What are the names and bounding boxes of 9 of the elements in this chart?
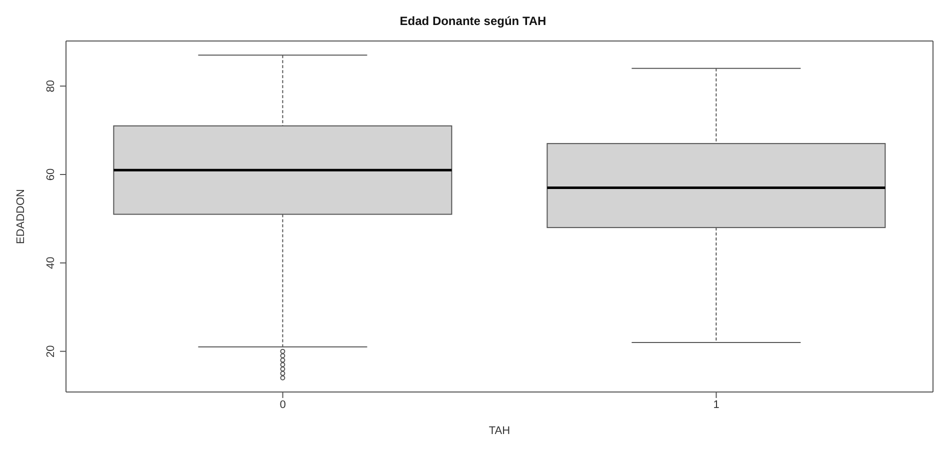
y-tick-label: 40 — [45, 256, 57, 270]
y-tick-label: 60 — [45, 168, 57, 181]
chart-title: Edad Donante según TAH — [398, 13, 548, 30]
x-axis-title: TAH — [488, 425, 510, 437]
y-axis-title: EDADDON — [14, 188, 27, 244]
y-tick-label: 80 — [45, 80, 57, 92]
x-tick-label: 1 — [713, 398, 720, 411]
x-tick-label: 0 — [280, 398, 286, 411]
y-tick-label: 20 — [45, 345, 57, 358]
